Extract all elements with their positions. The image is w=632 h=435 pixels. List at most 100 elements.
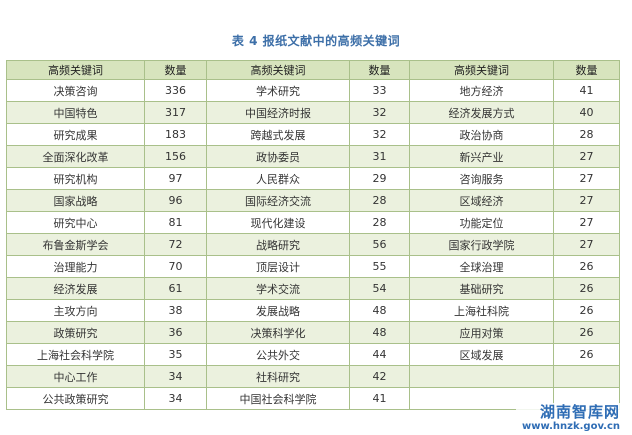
- keyword-cell: 区域经济: [409, 189, 554, 212]
- watermark-logo: 湖南智库网 www.hnzk.gov.cn: [516, 403, 624, 433]
- count-cell: 28: [553, 123, 620, 146]
- keyword-cell: 研究机构: [6, 167, 145, 190]
- keyword-cell: 国家战略: [6, 189, 145, 212]
- count-cell: [553, 365, 620, 388]
- count-cell: 27: [553, 211, 620, 234]
- table-row: 政策研究 36 决策科学化 48 应用对策 26: [6, 321, 620, 344]
- keyword-cell: 主攻方向: [6, 299, 145, 322]
- count-cell: 26: [553, 255, 620, 278]
- keyword-cell: 学术交流: [206, 277, 350, 300]
- table-row: 研究机构 97 人民群众 29 咨询服务 27: [6, 167, 620, 190]
- table-row: 研究成果 183 跨越式发展 32 政治协商 28: [6, 123, 620, 146]
- count-cell: 40: [553, 101, 620, 124]
- table-row: 治理能力 70 顶层设计 55 全球治理 26: [6, 255, 620, 278]
- count-cell: 36: [144, 321, 207, 344]
- watermark-url: www.hnzk.gov.cn: [522, 421, 620, 432]
- table-row: 研究中心 81 现代化建设 28 功能定位 27: [6, 211, 620, 234]
- keyword-cell: 政协委员: [206, 145, 350, 168]
- count-cell: 41: [553, 79, 620, 102]
- count-cell: 72: [144, 233, 207, 256]
- count-cell: 32: [349, 101, 410, 124]
- keyword-cell: 公共外交: [206, 343, 350, 366]
- keyword-cell: 政策研究: [6, 321, 145, 344]
- count-cell: 183: [144, 123, 207, 146]
- column-header-keyword: 高频关键词: [206, 60, 350, 80]
- column-header-keyword: 高频关键词: [409, 60, 554, 80]
- keyword-cell: 应用对策: [409, 321, 554, 344]
- keyword-cell: 国际经济交流: [206, 189, 350, 212]
- keyword-cell: 中心工作: [6, 365, 145, 388]
- count-cell: 26: [553, 321, 620, 344]
- keyword-cell: 经济发展方式: [409, 101, 554, 124]
- count-cell: 97: [144, 167, 207, 190]
- keyword-cell: 新兴产业: [409, 145, 554, 168]
- count-cell: 29: [349, 167, 410, 190]
- count-cell: 27: [553, 167, 620, 190]
- count-cell: 26: [553, 277, 620, 300]
- keyword-cell: 公共政策研究: [6, 387, 145, 410]
- keyword-cell: 社科研究: [206, 365, 350, 388]
- count-cell: 27: [553, 145, 620, 168]
- table-row: 中国特色 317 中国经济时报 32 经济发展方式 40: [6, 101, 620, 124]
- table-row: 主攻方向 38 发展战略 48 上海社科院 26: [6, 299, 620, 322]
- count-cell: 28: [349, 211, 410, 234]
- keyword-cell: 跨越式发展: [206, 123, 350, 146]
- keyword-cell: 区域发展: [409, 343, 554, 366]
- table-body: 决策咨询 336 学术研究 33 地方经济 41 中国特色 317 中国经济时报 32 经济发展方式…: [6, 79, 620, 410]
- count-cell: 317: [144, 101, 207, 124]
- keyword-cell: 学术研究: [206, 79, 350, 102]
- count-cell: 56: [349, 233, 410, 256]
- keyword-cell: 咨询服务: [409, 167, 554, 190]
- count-cell: 61: [144, 277, 207, 300]
- count-cell: 35: [144, 343, 207, 366]
- keyword-cell: 基础研究: [409, 277, 554, 300]
- keyword-cell: 研究成果: [6, 123, 145, 146]
- count-cell: 38: [144, 299, 207, 322]
- count-cell: 48: [349, 321, 410, 344]
- keyword-cell: 布鲁金斯学会: [6, 233, 145, 256]
- count-cell: 42: [349, 365, 410, 388]
- keyword-cell: 现代化建设: [206, 211, 350, 234]
- count-cell: 96: [144, 189, 207, 212]
- table-row: 上海社会科学院 35 公共外交 44 区域发展 26: [6, 343, 620, 366]
- count-cell: 27: [553, 233, 620, 256]
- column-header-count: 数量: [144, 60, 207, 80]
- keyword-cell: 功能定位: [409, 211, 554, 234]
- keyword-cell: 地方经济: [409, 79, 554, 102]
- count-cell: 55: [349, 255, 410, 278]
- count-cell: 31: [349, 145, 410, 168]
- header-row: 高频关键词 数量 高频关键词 数量 高频关键词 数量: [6, 60, 620, 80]
- keyword-cell: [409, 365, 554, 388]
- column-header-count: 数量: [349, 60, 410, 80]
- count-cell: 48: [349, 299, 410, 322]
- table-row: 布鲁金斯学会 72 战略研究 56 国家行政学院 27: [6, 233, 620, 256]
- keyword-cell: 治理能力: [6, 255, 145, 278]
- keyword-cell: 中国社会科学院: [206, 387, 350, 410]
- table-header: 高频关键词 数量 高频关键词 数量 高频关键词 数量: [6, 60, 620, 80]
- table-caption: 表 4 报纸文献中的高频关键词: [231, 34, 401, 48]
- count-cell: 34: [144, 365, 207, 388]
- count-cell: 336: [144, 79, 207, 102]
- table-row: 中心工作 34 社科研究 42: [6, 365, 620, 388]
- keyword-cell: 上海社科院: [409, 299, 554, 322]
- count-cell: 27: [553, 189, 620, 212]
- keyword-cell: 国家行政学院: [409, 233, 554, 256]
- keyword-cell: 政治协商: [409, 123, 554, 146]
- count-cell: 28: [349, 189, 410, 212]
- watermark-name: 湖南智库网: [539, 403, 620, 421]
- table-row: 国家战略 96 国际经济交流 28 区域经济 27: [6, 189, 620, 212]
- keyword-cell: 人民群众: [206, 167, 350, 190]
- column-header-count: 数量: [553, 60, 620, 80]
- count-cell: 44: [349, 343, 410, 366]
- count-cell: 32: [349, 123, 410, 146]
- table-row: 全面深化改革 156 政协委员 31 新兴产业 27: [6, 145, 620, 168]
- keyword-cell: 上海社会科学院: [6, 343, 145, 366]
- count-cell: 156: [144, 145, 207, 168]
- count-cell: 26: [553, 299, 620, 322]
- keyword-cell: 全球治理: [409, 255, 554, 278]
- keyword-cell: 决策咨询: [6, 79, 145, 102]
- table-row: 公共政策研究 34 中国社会科学院 41: [6, 387, 620, 410]
- count-cell: 33: [349, 79, 410, 102]
- keyword-cell: 中国特色: [6, 101, 145, 124]
- keyword-cell: 战略研究: [206, 233, 350, 256]
